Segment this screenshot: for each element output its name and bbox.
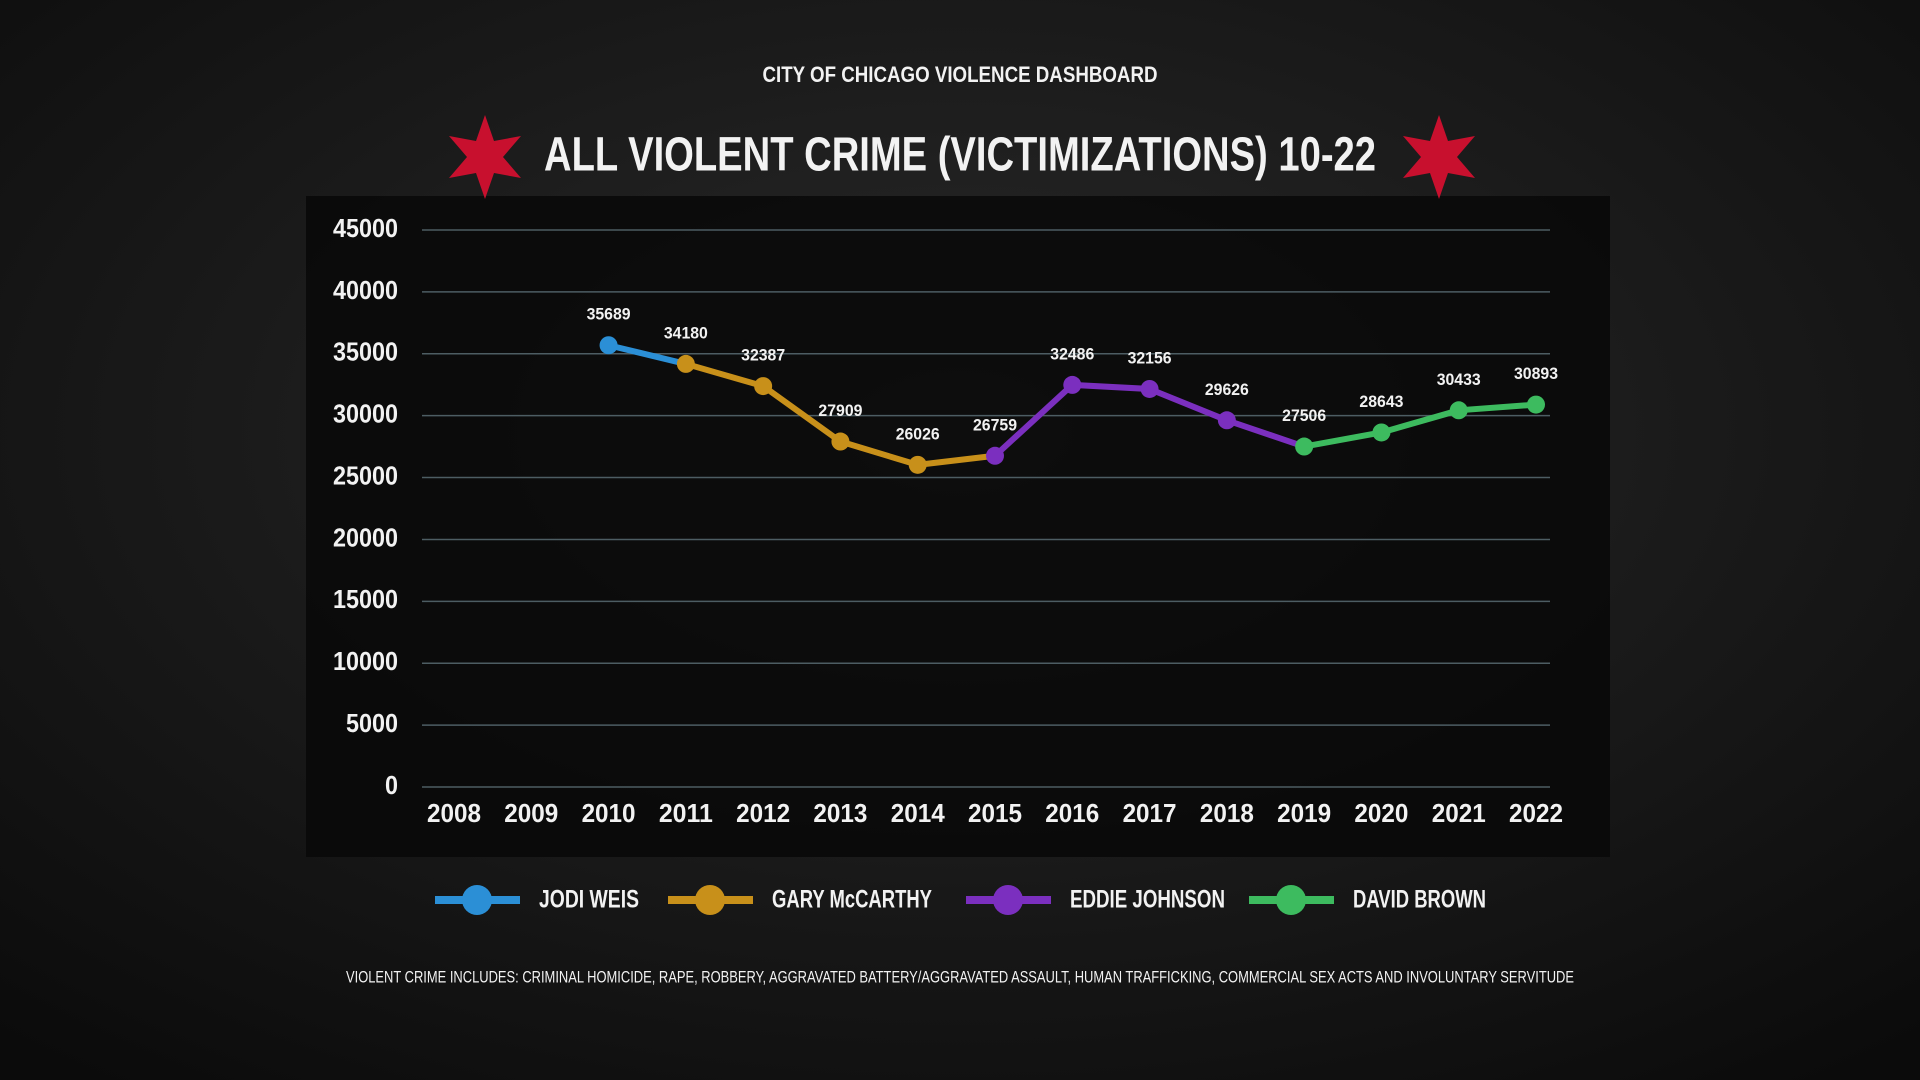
y-tick-label: 30000	[333, 399, 398, 429]
legend-label: EDDIE JOHNSON	[1070, 886, 1225, 914]
x-tick-label: 2021	[1432, 798, 1486, 828]
x-tick-label: 2014	[891, 798, 946, 828]
data-label: 30893	[1514, 364, 1558, 383]
x-tick-label: 2011	[659, 798, 713, 828]
chart-panel	[306, 196, 1610, 857]
legend-label: DAVID BROWN	[1353, 886, 1486, 914]
x-tick-label: 2019	[1277, 798, 1331, 828]
legend-label: JODI WEIS	[539, 886, 639, 914]
data-point	[1217, 411, 1236, 430]
x-tick-label: 2015	[968, 798, 1022, 828]
x-tick-label: 2010	[582, 798, 636, 828]
y-tick-label: 0	[385, 770, 398, 800]
legend-swatch-dot	[1276, 885, 1306, 915]
data-point	[1449, 401, 1468, 420]
data-label: 29626	[1205, 380, 1249, 399]
data-label: 26026	[896, 424, 940, 443]
series-line	[1303, 401, 1537, 450]
data-label: 35689	[587, 305, 631, 324]
x-tick-label: 2018	[1200, 798, 1254, 828]
x-tick-label: 2017	[1123, 798, 1177, 828]
data-label: 28643	[1359, 392, 1403, 411]
x-tick-label: 2009	[504, 798, 558, 828]
footnote: VIOLENT CRIME INCLUDES: CRIMINAL HOMICID…	[346, 967, 1574, 986]
y-tick-label: 10000	[333, 646, 398, 676]
legend-swatch-dot	[993, 885, 1023, 915]
x-tick-label: 2013	[813, 798, 867, 828]
legend-label: GARY McCARTHY	[772, 886, 932, 914]
x-tick-label: 2012	[736, 798, 790, 828]
series-line	[607, 342, 687, 367]
data-point	[754, 377, 773, 396]
star-left	[449, 115, 521, 199]
legend-swatch-dot	[462, 885, 492, 915]
dashboard-subtitle: CITY OF CHICAGO VIOLENCE DASHBOARD	[763, 62, 1158, 87]
y-tick-label: 20000	[333, 522, 398, 552]
y-tick-label: 5000	[346, 708, 398, 738]
data-point	[1372, 423, 1391, 442]
chart-title: ALL VIOLENT CRIME (VICTIMIZATIONS) 10-22	[544, 129, 1376, 182]
data-point	[1063, 375, 1082, 394]
y-tick-label: 25000	[333, 460, 398, 490]
x-tick-label: 2016	[1045, 798, 1099, 828]
star-right	[1403, 115, 1475, 199]
data-point	[1527, 395, 1545, 414]
data-point	[676, 354, 695, 373]
data-label: 34180	[664, 323, 708, 342]
data-label: 30433	[1437, 370, 1481, 389]
data-point	[831, 432, 850, 451]
x-tick-label: 2022	[1509, 798, 1563, 828]
data-point	[1140, 379, 1159, 398]
data-point	[1295, 437, 1314, 456]
legend-swatch-dot	[695, 885, 725, 915]
y-tick-label: 40000	[333, 275, 398, 305]
data-label: 26759	[973, 415, 1017, 434]
y-tick-label: 45000	[333, 213, 398, 243]
x-tick-label: 2008	[427, 798, 481, 828]
y-tick-label: 35000	[333, 337, 398, 367]
data-label: 27909	[818, 401, 862, 420]
data-point	[986, 446, 1004, 465]
data-label: 32156	[1128, 348, 1172, 367]
data-label: 32387	[741, 346, 785, 365]
x-tick-label: 2020	[1354, 798, 1408, 828]
data-label: 32486	[1050, 344, 1094, 363]
data-point	[599, 336, 618, 355]
y-tick-label: 15000	[333, 584, 398, 614]
data-point	[908, 455, 927, 474]
data-label: 27506	[1282, 406, 1326, 425]
